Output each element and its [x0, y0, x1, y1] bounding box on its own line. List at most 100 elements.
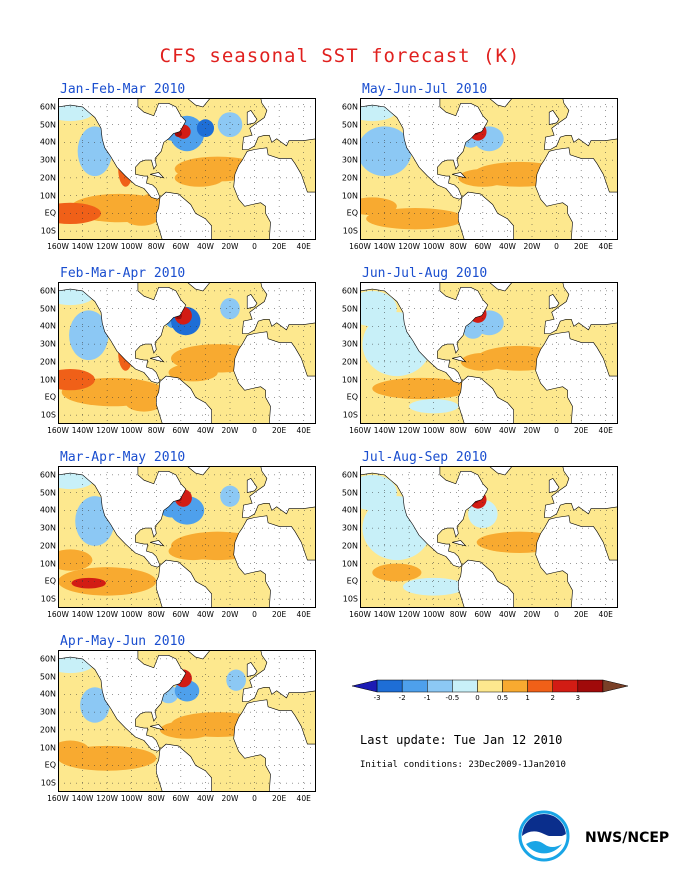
land-mass — [548, 478, 560, 493]
land-mass — [246, 110, 258, 125]
longitude-label: 60W — [172, 610, 190, 619]
longitude-label: 160W — [349, 426, 371, 435]
anomaly-region — [80, 687, 110, 723]
colorbar-swatch — [577, 679, 604, 693]
longitude-label: 40E — [296, 610, 311, 619]
latitude-label: 10N — [39, 191, 56, 201]
latitude-label: 20N — [341, 357, 358, 367]
longitude-label: 0 — [252, 426, 257, 435]
latitude-label: 10S — [342, 594, 358, 604]
latitude-label: 30N — [341, 339, 358, 349]
longitude-label: 20E — [271, 242, 287, 251]
anomaly-region — [217, 112, 243, 138]
colorbar-tick-label: -2 — [398, 694, 406, 702]
longitude-label: 20W — [221, 242, 239, 251]
map-frame — [58, 466, 316, 608]
colorbar-swatch — [602, 679, 629, 693]
longitude-label: 140W — [71, 610, 94, 619]
latitude-label: 30N — [39, 155, 56, 165]
latitude-label: 10N — [39, 743, 56, 753]
anomaly-region — [360, 197, 397, 216]
longitude-label: 20E — [271, 794, 287, 803]
longitude-label: 140W — [373, 610, 396, 619]
longitude-label: 0 — [252, 610, 257, 619]
forecast-panel: Feb-Mar-Apr 2010 60N 50N 40N 30N 20N 10N EQ 10S 1… — [40, 266, 378, 438]
longitude-label: 80W — [449, 610, 467, 619]
colorbar-scale — [351, 679, 629, 693]
forecast-panel: Jan-Feb-Mar 2010 60N 50N 40N 30N 20N 10N EQ 10S 1… — [40, 82, 378, 254]
longitude-label: 60W — [172, 242, 190, 251]
longitude-label: 100W — [120, 610, 143, 619]
anomaly-region — [174, 169, 224, 187]
land-mass — [360, 98, 489, 200]
colorbar-swatch — [401, 679, 428, 693]
latitude-label: EQ — [44, 208, 56, 218]
land-mass — [548, 294, 560, 309]
anomaly-region — [463, 321, 483, 339]
longitude-label: 40E — [296, 794, 311, 803]
colorbar-swatch — [527, 679, 553, 693]
anomaly-region — [372, 563, 422, 582]
longitude-label: 160W — [349, 610, 371, 619]
latitude-label: 50N — [39, 672, 56, 682]
latitude-label: 60N — [341, 102, 358, 112]
land-mass — [156, 191, 212, 240]
longitude-label: 20E — [271, 426, 287, 435]
land-mass — [246, 478, 258, 493]
longitude-label: 120W — [96, 426, 119, 435]
longitude-label: 120W — [96, 794, 119, 803]
longitude-label: 40W — [196, 610, 214, 619]
longitude-label: 100W — [422, 610, 445, 619]
longitude-label: 20W — [221, 610, 239, 619]
longitude-label: 60W — [474, 242, 492, 251]
longitude-label: 160W — [47, 242, 69, 251]
land-mass — [150, 540, 165, 547]
latitude-label: 60N — [341, 470, 358, 480]
longitude-label: 20W — [221, 426, 239, 435]
colorbar-swatch — [502, 679, 528, 693]
land-mass — [150, 724, 165, 731]
land-mass — [360, 282, 489, 384]
latitude-label: EQ — [346, 208, 358, 218]
longitude-label: 40E — [598, 242, 613, 251]
latitude-label: 40N — [39, 689, 56, 699]
map-frame — [58, 98, 316, 240]
longitude-label: 80W — [449, 242, 467, 251]
land-mass — [458, 375, 514, 424]
anomaly-region — [168, 542, 218, 561]
land-mass — [58, 466, 187, 568]
colorbar-swatch — [552, 679, 579, 693]
colorbar-tick-label: 0.5 — [496, 694, 509, 702]
anomaly-region — [360, 126, 412, 177]
land-mass — [156, 375, 212, 424]
sst-map — [360, 98, 618, 240]
longitude-label: 160W — [349, 242, 371, 251]
longitude-label: 120W — [96, 242, 119, 251]
longitude-label: 160W — [47, 426, 69, 435]
latitude-label: EQ — [44, 576, 56, 586]
map-frame — [360, 466, 618, 608]
panel-title: Feb-Mar-Apr 2010 — [60, 266, 186, 281]
colorbar-tick-label: 2 — [550, 694, 555, 702]
land-mass — [233, 699, 316, 792]
land-mass — [458, 559, 514, 608]
longitude-label: 20W — [523, 426, 541, 435]
latitude-label: 60N — [341, 286, 358, 296]
anomaly-region — [458, 169, 508, 187]
longitude-label: 120W — [398, 242, 421, 251]
panel-title: Jul-Aug-Sep 2010 — [362, 450, 488, 465]
longitude-label: 40W — [196, 426, 214, 435]
latitude-label: 60N — [39, 654, 56, 664]
latitude-label: 20N — [39, 357, 56, 367]
colorbar-tick-label: -1 — [423, 694, 431, 702]
colorbar-tick-label: -0.5 — [445, 694, 460, 702]
longitude-label: 40W — [498, 426, 516, 435]
land-mass — [58, 282, 187, 384]
longitude-label: 80W — [147, 242, 165, 251]
anomaly-region — [409, 399, 459, 414]
latitude-label: 10S — [342, 226, 358, 236]
latitude-label: 60N — [39, 102, 56, 112]
land-mass — [246, 294, 258, 309]
panel-title: Jan-Feb-Mar 2010 — [60, 82, 186, 97]
longitude-label: 100W — [422, 426, 445, 435]
